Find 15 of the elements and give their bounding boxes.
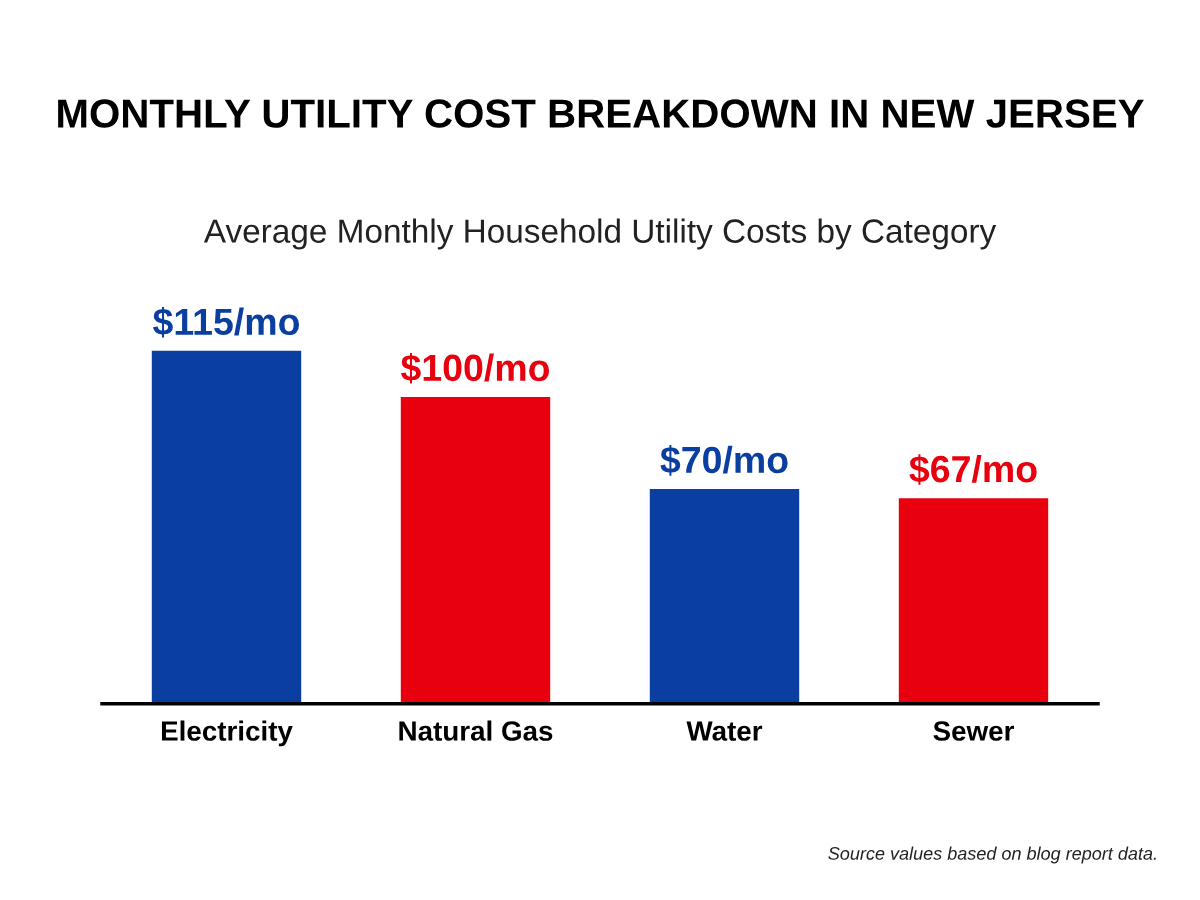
bar xyxy=(400,396,551,704)
chart-subtitle: Average Monthly Household Utility Costs by Category xyxy=(203,218,997,250)
data-label: $115/mo xyxy=(152,306,300,338)
x-tick-label: Natural Gas xyxy=(399,720,553,741)
x-tick-label: Electricity xyxy=(161,720,293,747)
bar xyxy=(649,488,800,704)
chart-title: MONTHLY UTILITY COST BREAKDOWN IN NEW JERSEY xyxy=(58,99,1144,128)
data-label: $70/mo xyxy=(660,445,788,476)
x-tick-label: Sewer xyxy=(933,721,1014,741)
data-label: $67/mo xyxy=(909,454,1037,485)
x-tick-label: Water xyxy=(686,721,763,741)
data-label: $100/mo xyxy=(400,352,550,384)
bar xyxy=(898,498,1049,704)
bar xyxy=(151,350,302,704)
source-note: Source values based on blog report data. xyxy=(828,846,1156,864)
